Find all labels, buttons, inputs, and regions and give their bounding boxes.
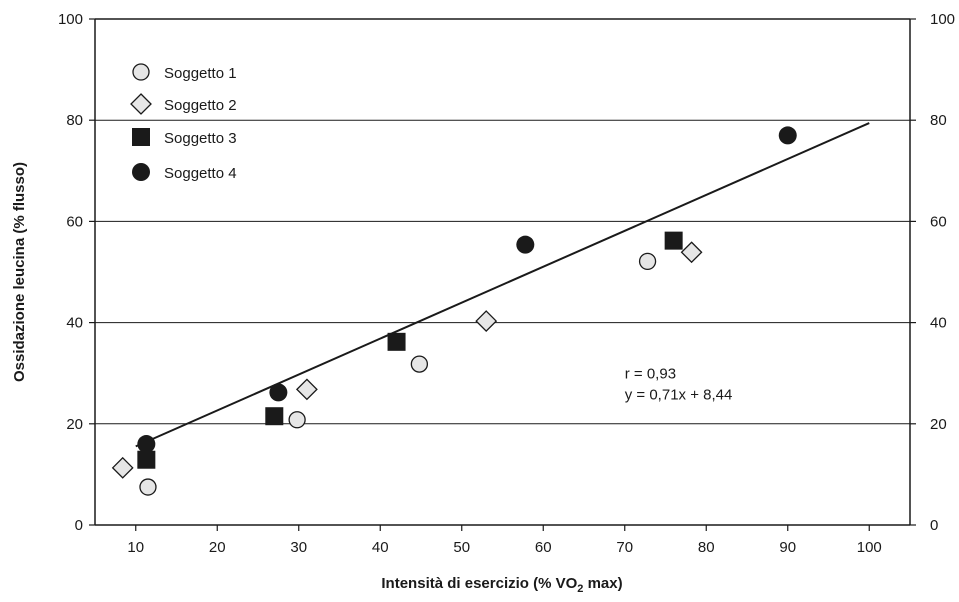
legend-marker-diamond — [130, 93, 152, 115]
data-point-soggetto-3 — [137, 450, 156, 469]
legend-marker-square — [132, 128, 150, 146]
x-tick-label: 90 — [779, 539, 796, 556]
data-point-soggetto-4 — [516, 235, 535, 254]
data-point-soggetto-1 — [288, 411, 306, 429]
annotation-equation: y = 0,71x + 8,44 — [625, 386, 733, 403]
data-point-soggetto-3 — [664, 231, 683, 250]
data-point-soggetto-3 — [387, 332, 406, 351]
legend-item-soggetto-4: Soggetto 4 — [132, 163, 237, 182]
x-tick-label: 10 — [127, 539, 144, 556]
legend-label: Soggetto 1 — [164, 65, 237, 82]
legend-label: Soggetto 3 — [164, 130, 237, 147]
annotation-r: r = 0,93 — [625, 365, 676, 382]
legend-marker-circle-filled — [132, 163, 150, 181]
y-tick-label-right: 40 — [930, 315, 947, 332]
y-tick-label-right: 0 — [930, 517, 938, 534]
legend-label: Soggetto 2 — [164, 97, 237, 114]
data-point-soggetto-4 — [137, 435, 156, 454]
x-tick-label: 80 — [698, 539, 715, 556]
y-tick-label-left: 80 — [66, 112, 83, 129]
x-tick-label: 40 — [372, 539, 389, 556]
regression-annotation: r = 0,93 y = 0,71x + 8,44 — [625, 365, 733, 403]
data-point-soggetto-2 — [111, 456, 134, 479]
x-tick-label: 20 — [209, 539, 226, 556]
y-tick-label-left: 60 — [66, 213, 83, 230]
x-tick-label: 60 — [535, 539, 552, 556]
x-tick-label: 70 — [616, 539, 633, 556]
y-axis-title: Ossidazione leucina (% flusso) — [11, 162, 28, 382]
y-tick-label-left: 40 — [66, 315, 83, 332]
legend: Soggetto 1 Soggetto 2 Soggetto 3 Soggett… — [130, 63, 237, 182]
legend-item-soggetto-2: Soggetto 2 — [130, 93, 237, 115]
data-point-soggetto-3 — [265, 407, 284, 426]
x-tick-label: 30 — [290, 539, 307, 556]
regression-line — [135, 122, 870, 448]
data-point-soggetto-4 — [269, 383, 288, 402]
data-point-soggetto-1 — [638, 252, 657, 271]
x-tick-label: 50 — [453, 539, 470, 556]
grid-lines — [95, 119, 910, 425]
x-tick-label: 100 — [857, 539, 882, 556]
y-tick-label-left: 20 — [66, 416, 83, 433]
legend-item-soggetto-1: Soggetto 1 — [132, 63, 237, 82]
data-point-soggetto-1 — [410, 355, 429, 373]
data-point-soggetto-2 — [680, 241, 703, 264]
axis-ticks: 10 20 30 40 50 60 70 80 90 100 0 0 20 20 40 40 60 60 80 80 1… — [58, 11, 955, 556]
y-tick-label-right: 60 — [930, 213, 947, 230]
y-tick-label-left: 0 — [75, 517, 83, 534]
y-tick-label-right: 80 — [930, 112, 947, 129]
data-point-soggetto-2 — [475, 310, 498, 333]
legend-item-soggetto-3: Soggetto 3 — [132, 128, 237, 147]
y-tick-label-right: 20 — [930, 416, 947, 433]
legend-marker-circle-open — [132, 63, 150, 81]
legend-label: Soggetto 4 — [164, 165, 237, 182]
data-point-soggetto-2 — [295, 378, 318, 401]
y-tick-label-right: 100 — [930, 11, 955, 28]
data-points — [111, 126, 797, 496]
x-axis-title: Intensità di esercizio (% VO2 max) — [381, 575, 622, 595]
data-point-soggetto-1 — [139, 478, 157, 496]
y-tick-label-left: 100 — [58, 11, 83, 28]
data-point-soggetto-4 — [778, 126, 797, 145]
